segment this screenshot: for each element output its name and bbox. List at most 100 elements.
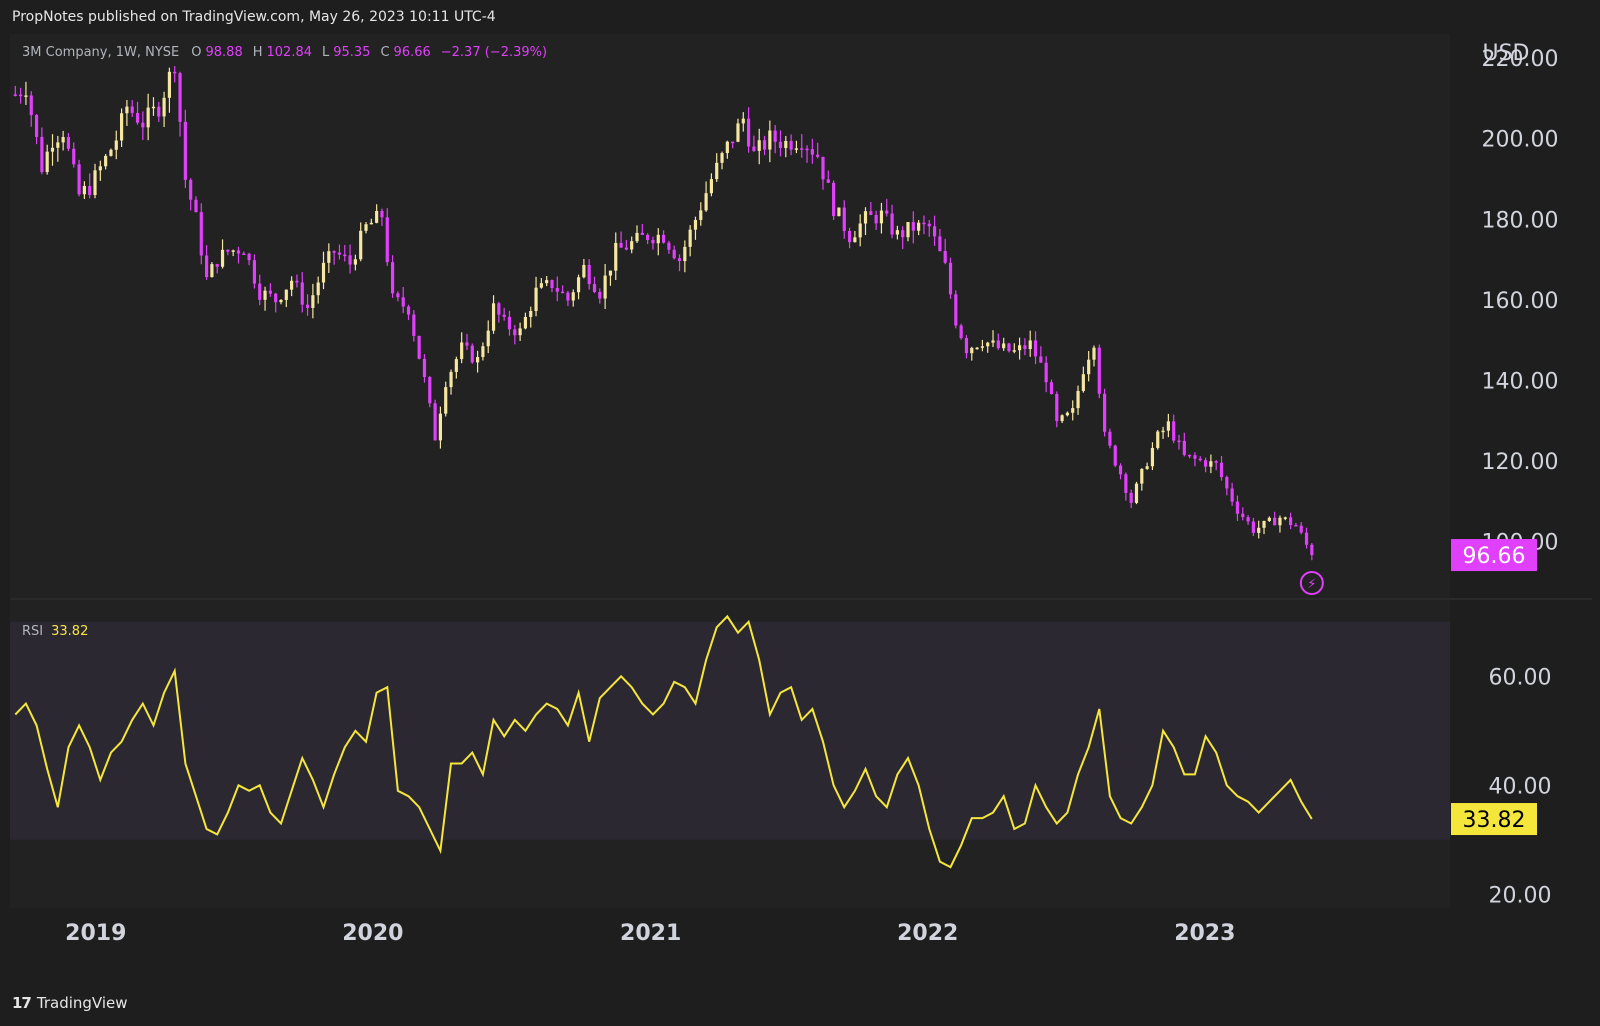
candle-body	[1039, 356, 1043, 363]
candle-body	[40, 136, 44, 173]
candle-body	[199, 212, 203, 256]
candle-body	[1219, 462, 1224, 478]
candle-body	[704, 193, 708, 211]
candle-body	[1182, 440, 1186, 455]
candle-body	[810, 149, 814, 155]
candle-body	[1124, 474, 1128, 493]
candle-body	[805, 148, 809, 151]
candle-body	[980, 346, 984, 348]
candle-body	[954, 294, 958, 326]
candle-body	[279, 299, 283, 303]
candle-body	[747, 118, 751, 147]
candle-body	[964, 338, 969, 354]
candle-body	[853, 237, 857, 243]
candle-body	[986, 342, 990, 347]
candle-body	[640, 232, 644, 235]
candle-body	[1071, 408, 1075, 413]
candle-body	[773, 130, 777, 142]
candle-body	[449, 371, 453, 388]
candle-body	[901, 230, 905, 238]
candle-body	[1092, 347, 1096, 360]
candle-body	[534, 287, 538, 311]
candle-body	[608, 270, 613, 276]
candle-body	[332, 251, 336, 253]
candle-body	[996, 340, 1000, 349]
candle-body	[1076, 390, 1080, 409]
candle-body	[1299, 525, 1303, 533]
candle-body	[72, 148, 76, 165]
candle-body	[34, 115, 39, 137]
price-pane	[10, 34, 1450, 598]
candle-body	[869, 211, 873, 215]
candle-body	[502, 314, 506, 317]
candle-body	[677, 258, 682, 262]
candle-body	[311, 295, 315, 308]
candle-body	[173, 71, 177, 74]
high-value: 102.84	[266, 45, 313, 60]
candle-body	[1002, 343, 1006, 349]
candle-body	[725, 141, 729, 154]
candle-body	[93, 170, 97, 196]
candle-body	[348, 255, 352, 265]
rsi-tick-label: 20.00	[1489, 883, 1552, 908]
footer-brand[interactable]: 17 TradingView	[12, 994, 128, 1012]
close-label: C	[380, 45, 390, 60]
symbol-name: 3M Company, 1W, NYSE	[22, 45, 180, 60]
candle-body	[1150, 447, 1155, 467]
candle-body	[401, 297, 405, 307]
tradingview-brand: TradingView	[36, 994, 128, 1012]
price-tick-label: 200.00	[1482, 128, 1559, 153]
candle-body	[1230, 488, 1234, 502]
candle-body	[390, 262, 395, 294]
chart-frame[interactable]: 100.00120.00140.00160.00180.00200.00220.…	[10, 34, 1592, 982]
candle-body	[1044, 362, 1048, 383]
candle-body	[385, 217, 389, 263]
chart-svg[interactable]: 100.00120.00140.00160.00180.00200.00220.…	[10, 34, 1592, 982]
candle-body	[1103, 393, 1107, 432]
last-price-label: 96.66	[1463, 544, 1526, 569]
symbol-legend: 3M Company, 1W, NYSE O 98.88 H 102.84 L 95.…	[22, 45, 547, 60]
candle-body	[858, 223, 862, 238]
candle-body	[816, 154, 820, 157]
candle-body	[1007, 343, 1011, 352]
candle-body	[1118, 465, 1123, 475]
change-value: −2.37 (−2.39%)	[440, 45, 548, 60]
rsi-tick-label: 40.00	[1489, 774, 1552, 799]
candle-body	[1161, 430, 1165, 433]
candle-body	[210, 264, 214, 278]
candle-body	[1113, 445, 1117, 466]
candle-body	[258, 283, 262, 300]
candle-body	[970, 347, 974, 354]
time-scale	[10, 908, 1592, 962]
candle-body	[375, 210, 379, 223]
candle-body	[1203, 460, 1208, 467]
candle-body	[327, 251, 331, 263]
candle-body	[927, 223, 931, 227]
candle-body	[226, 249, 230, 252]
candle-body	[917, 222, 921, 231]
candle-body	[1097, 347, 1101, 394]
candle-body	[1166, 421, 1170, 431]
candle-body	[274, 293, 278, 303]
candle-body	[603, 275, 607, 299]
candle-body	[683, 246, 687, 262]
candle-body	[784, 140, 788, 149]
candle-body	[497, 303, 501, 315]
candle-body	[1251, 521, 1255, 533]
candle-body	[242, 253, 246, 256]
candle-body	[1267, 517, 1271, 521]
candle-body	[837, 207, 841, 217]
candle-body	[614, 242, 618, 271]
candle-body	[454, 359, 458, 372]
rsi-legend: RSI 33.82	[22, 624, 88, 639]
lightning-event-icon	[1299, 571, 1324, 595]
candle-body	[975, 347, 979, 350]
candle-body	[1262, 520, 1266, 528]
candle-body	[104, 155, 108, 167]
candle-body	[1241, 513, 1245, 518]
candle-body	[507, 316, 512, 330]
rsi-last-value-label: 33.82	[1463, 808, 1526, 833]
candle-body	[1235, 501, 1240, 514]
candle-body	[906, 222, 910, 238]
candle-body	[555, 288, 559, 292]
